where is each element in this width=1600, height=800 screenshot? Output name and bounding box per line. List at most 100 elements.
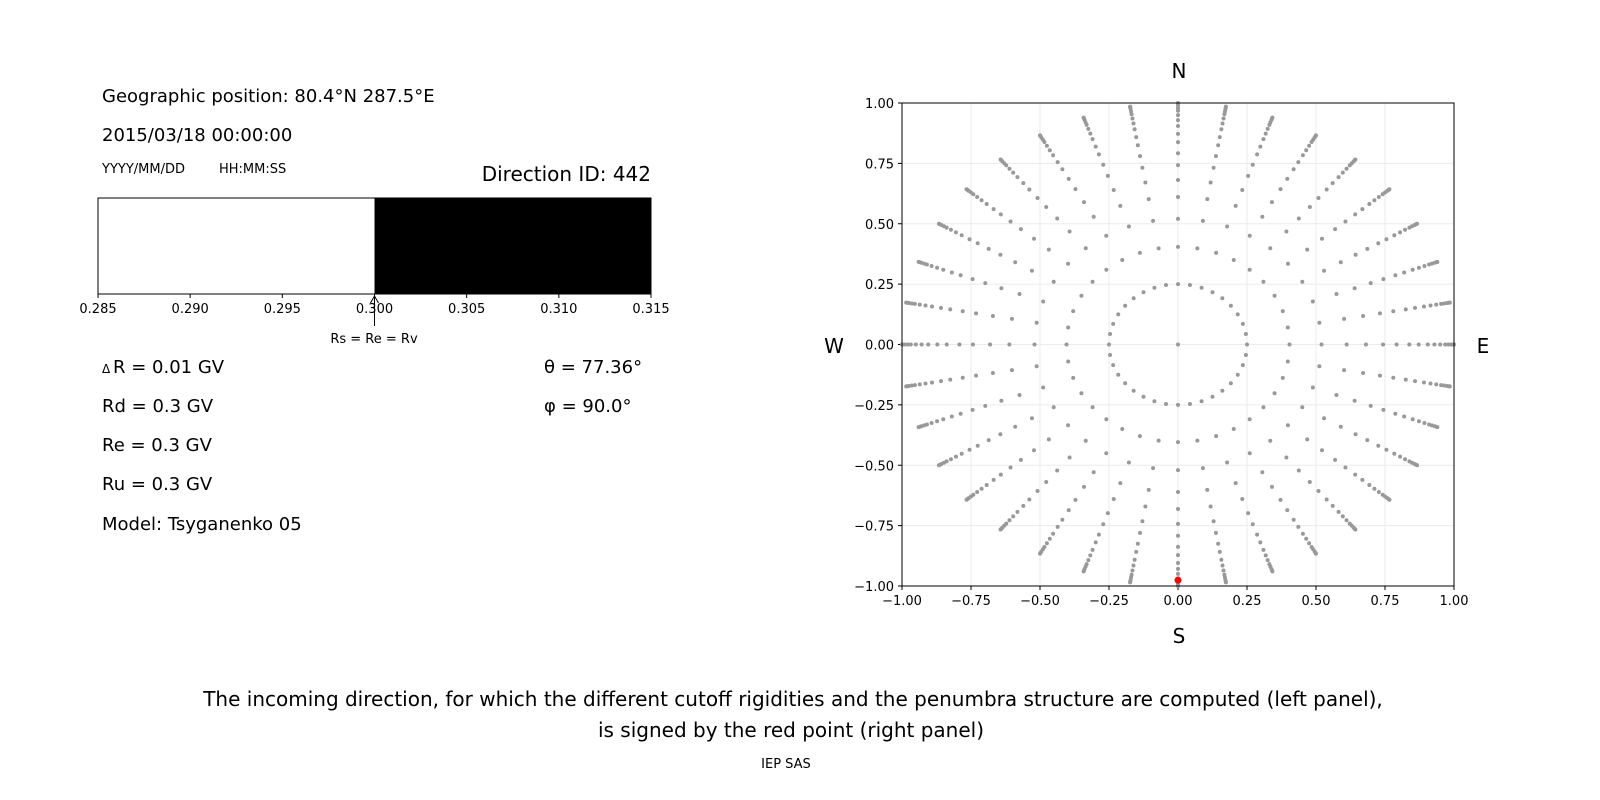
direction-point (1107, 342, 1111, 347)
direction-point (936, 221, 941, 226)
direction-point (1044, 143, 1049, 148)
direction-point (905, 342, 910, 347)
direction-point (1435, 425, 1440, 430)
y-tick-label: −0.50 (854, 459, 894, 474)
compass-east: E (1477, 334, 1490, 358)
direction-point (1304, 536, 1309, 541)
direction-point (1051, 405, 1056, 410)
direction-point (1051, 153, 1056, 158)
direction-point (1402, 414, 1407, 419)
direction-point (1376, 443, 1381, 448)
direction-point (1285, 359, 1290, 364)
direction-point (1060, 517, 1065, 522)
direction-point (1055, 160, 1060, 165)
direction-point (1079, 293, 1084, 298)
direction-point (1176, 342, 1180, 347)
direction-point (1384, 237, 1389, 242)
y-tick-label: 0.25 (865, 278, 894, 293)
direction-point (1384, 447, 1389, 452)
direction-point (1285, 508, 1290, 513)
direction-point (1296, 524, 1301, 529)
direction-point (1038, 133, 1042, 138)
direction-point (948, 227, 953, 232)
direction-point (949, 270, 954, 275)
y-tick-label: 0.50 (865, 218, 894, 233)
re-param: Re = 0.3 GV (102, 435, 213, 456)
direction-point (1221, 116, 1226, 121)
direction-point (1438, 342, 1443, 347)
direction-point (1176, 113, 1180, 118)
direction-point (1278, 497, 1283, 502)
direction-point (1088, 553, 1093, 558)
direction-point (1317, 364, 1322, 369)
direction-point (959, 233, 964, 238)
x-tick-label: 1.00 (1440, 594, 1469, 609)
direction-point (1091, 470, 1096, 475)
direction-point (1233, 203, 1238, 208)
direction-point (1285, 325, 1290, 330)
direction-point (1108, 352, 1113, 357)
direction-point (1131, 388, 1136, 393)
direction-point (1176, 194, 1180, 199)
direction-point (1034, 320, 1039, 325)
direction-point (1447, 384, 1452, 389)
direction-point (1392, 451, 1397, 456)
direction-point (1156, 438, 1161, 443)
direction-point (913, 342, 918, 347)
x-tick-label: 0.285 (79, 302, 116, 317)
direction-point (1333, 457, 1338, 462)
direction-point (1403, 227, 1408, 232)
direction-point (1333, 227, 1338, 232)
direction-point (1007, 166, 1012, 171)
y-tick-label: 1.00 (865, 97, 894, 112)
direction-point (1407, 342, 1412, 347)
direction-point (1213, 530, 1218, 535)
direction-point (1443, 342, 1448, 347)
direction-point (1027, 497, 1032, 502)
direction-point (919, 342, 924, 347)
direction-point (1394, 342, 1399, 347)
direction-point (1365, 438, 1370, 443)
direction-point (975, 489, 980, 494)
direction-point (1287, 342, 1292, 347)
direction-point (1223, 104, 1228, 109)
direction-point (1066, 359, 1071, 364)
y-tick-label: 0.00 (865, 339, 894, 354)
direction-point (1247, 417, 1252, 422)
direction-point (1353, 432, 1358, 437)
direction-point (998, 432, 1003, 437)
direction-point (1225, 460, 1230, 465)
direction-point (1421, 304, 1426, 309)
x-tick-label: 0.295 (264, 302, 301, 317)
direction-point (1319, 448, 1324, 453)
direction-point (1360, 477, 1365, 482)
direction-point (1235, 312, 1240, 317)
direction-point (990, 371, 995, 376)
direction-point (1221, 568, 1226, 573)
direction-point (1132, 127, 1137, 132)
direction-point (917, 382, 922, 387)
direction-point (1368, 281, 1373, 286)
direction-point (1066, 508, 1071, 513)
direction-point (1314, 551, 1318, 556)
direction-point (960, 375, 965, 380)
direction-point (936, 463, 941, 468)
direction-point (1376, 195, 1381, 200)
direction-point (1265, 126, 1270, 131)
direction-point (998, 527, 1003, 532)
direction-point (1176, 131, 1180, 136)
direction-point (1007, 342, 1012, 347)
direction-point (1066, 325, 1071, 330)
direction-point (1260, 470, 1265, 475)
direction-point (1081, 569, 1086, 574)
direction-point (1391, 309, 1396, 314)
rd-param: Rd = 0.3 GV (102, 396, 214, 417)
direction-point (1402, 270, 1407, 275)
direction-point (1442, 301, 1447, 306)
direction-point (1334, 292, 1339, 297)
direction-point (1422, 264, 1427, 269)
marker-arrow-head (370, 294, 379, 304)
direction-point (1410, 267, 1415, 272)
direction-point (1047, 148, 1052, 153)
direction-point (1213, 154, 1218, 159)
